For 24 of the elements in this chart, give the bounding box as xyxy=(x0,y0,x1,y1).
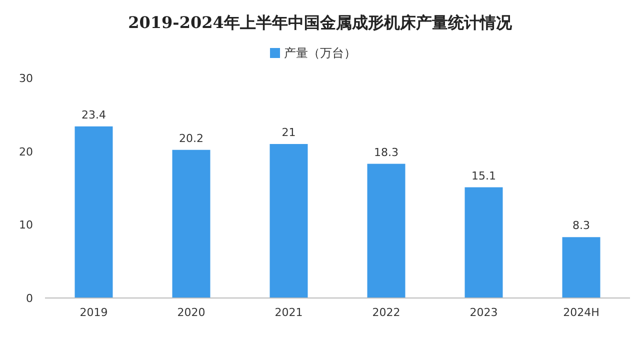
chart-title: 2019-2024年上半年中国金属成形机床产量统计情况 xyxy=(128,13,513,32)
data-label: 18.3 xyxy=(374,146,398,159)
bar xyxy=(172,150,210,298)
y-tick-label: 10 xyxy=(19,218,33,232)
data-label: 21 xyxy=(282,126,296,139)
x-tick-label: 2019 xyxy=(80,306,108,319)
bar xyxy=(562,237,600,298)
data-label: 20.2 xyxy=(179,132,204,145)
data-label: 15.1 xyxy=(472,169,496,182)
x-tick-label: 2020 xyxy=(177,306,206,319)
bar xyxy=(270,144,308,298)
y-tick-label: 20 xyxy=(19,145,33,158)
x-tick-label: 2022 xyxy=(372,306,400,319)
bar xyxy=(74,126,113,298)
y-tick-label: 30 xyxy=(19,72,33,85)
legend-label: 产量（万台） xyxy=(284,46,356,60)
data-label: 8.3 xyxy=(572,219,590,232)
data-label: 23.4 xyxy=(82,108,106,122)
x-tick-label: 2024H xyxy=(563,306,600,319)
bar xyxy=(464,187,503,298)
y-tick-label: 0 xyxy=(26,292,33,305)
x-tick-label: 2023 xyxy=(470,306,498,319)
bar xyxy=(367,164,406,298)
x-tick-label: 2021 xyxy=(274,306,303,319)
